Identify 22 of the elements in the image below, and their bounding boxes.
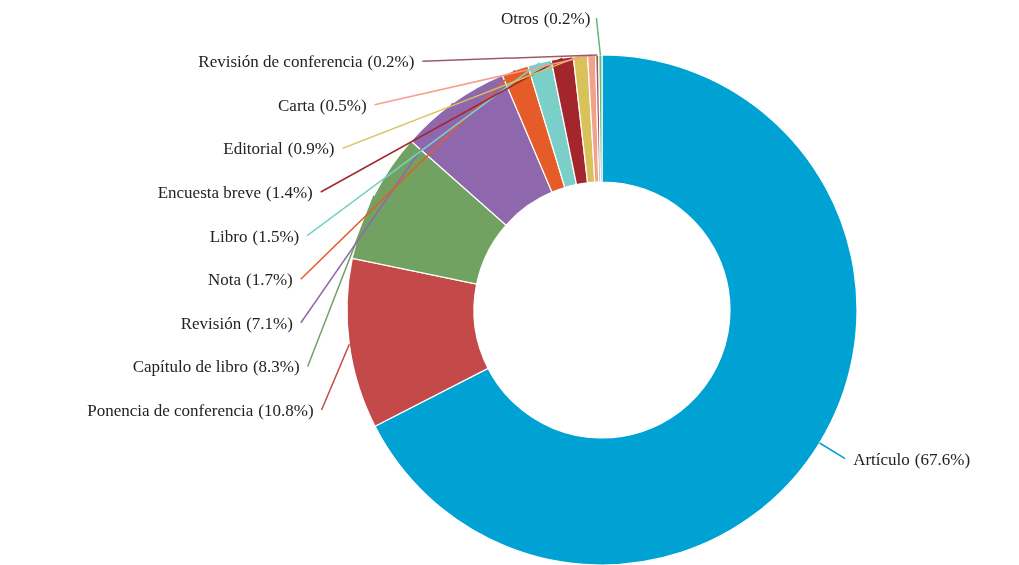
- slice-label: Libro: [209, 226, 248, 246]
- data-label: (1.7%): [246, 270, 293, 290]
- data-label: (1.5%): [252, 226, 300, 246]
- data-label: (0.5%): [319, 95, 367, 115]
- data-label: (0.2%): [543, 8, 591, 28]
- data-label: (1.4%): [266, 182, 313, 202]
- slice-label: Otros: [500, 8, 539, 28]
- slice-label: Capítulo de libro: [132, 357, 248, 377]
- data-label: (8.3%): [252, 357, 300, 377]
- data-label: (10.8%): [258, 400, 314, 420]
- slice-label: Encuesta breve: [157, 182, 262, 202]
- slice-label: Nota: [207, 270, 242, 290]
- slice-label: Revisión de conferencia: [198, 52, 364, 72]
- data-label: (67.6%): [914, 449, 971, 469]
- data-label: (0.2%): [367, 52, 415, 72]
- slice-label: Editorial: [223, 139, 284, 159]
- data-label: (0.9%): [287, 139, 335, 159]
- slice-label: Revisión: [180, 313, 242, 333]
- slice-label: Artículo: [853, 449, 910, 469]
- slice-label: Ponencia de conferencia: [87, 400, 254, 420]
- slice-label: Carta: [278, 95, 316, 115]
- data-label: (7.1%): [246, 313, 293, 333]
